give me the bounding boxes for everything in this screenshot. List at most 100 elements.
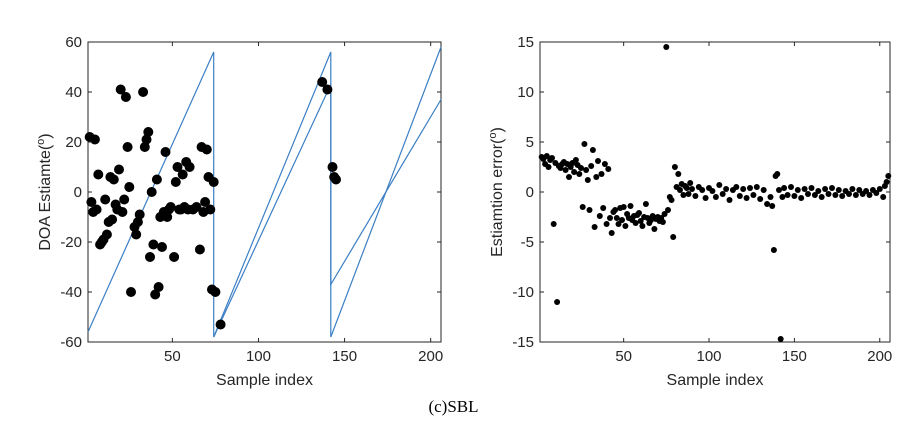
data-point <box>808 185 815 191</box>
data-point <box>747 185 753 191</box>
data-point <box>788 184 794 190</box>
y-tick-label: -5 <box>521 234 534 251</box>
data-point <box>119 194 130 205</box>
data-point <box>117 207 128 217</box>
data-point <box>636 210 642 216</box>
data-point <box>863 188 870 194</box>
y-tick-label: 15 <box>517 34 534 51</box>
data-point <box>764 201 771 207</box>
data-point <box>668 197 675 203</box>
data-point <box>743 195 750 201</box>
data-point <box>873 190 880 196</box>
data-point <box>822 186 829 192</box>
x-tick-label: 50 <box>615 348 632 365</box>
data-point <box>770 247 777 253</box>
data-point <box>165 202 176 212</box>
data-point <box>777 336 784 342</box>
y-tick-label: 5 <box>526 134 534 151</box>
data-point <box>184 162 195 172</box>
data-point <box>723 186 730 192</box>
data-point <box>866 192 873 198</box>
data-point <box>596 213 603 219</box>
data-point <box>699 187 706 193</box>
data-point <box>612 207 619 213</box>
y-tick-label: -10 <box>512 284 534 301</box>
data-point <box>805 191 811 197</box>
data-point <box>779 194 786 200</box>
data-point <box>736 193 743 199</box>
data-point <box>712 194 719 200</box>
data-point <box>689 186 695 192</box>
data-point <box>583 167 590 173</box>
y-tick-label: -40 <box>60 284 82 301</box>
data-point <box>677 187 683 193</box>
data-point <box>760 187 767 193</box>
data-point <box>145 252 155 262</box>
data-point <box>134 209 145 220</box>
data-point <box>562 167 569 173</box>
x-tick-label: 200 <box>418 348 443 365</box>
data-point <box>651 226 658 232</box>
y-axis-label: Estiamtion error(o) <box>487 127 506 257</box>
data-point <box>835 187 842 193</box>
data-point <box>876 186 883 192</box>
data-point <box>201 144 212 155</box>
data-point <box>208 177 219 187</box>
x-tick-label: 100 <box>697 348 722 365</box>
data-point <box>815 188 822 194</box>
data-point <box>781 185 788 191</box>
data-point <box>846 191 852 197</box>
data-point <box>856 187 863 193</box>
data-point <box>683 185 690 191</box>
estimation-error-chart: 50 100 150 200 -15 -10 -5 0 5 10 15 Sample index Est… <box>487 34 892 389</box>
doa-estimate-chart: 50 100 150 200 -60 -40 -20 0 20 40 60 Sample index D… <box>35 34 443 389</box>
data-point <box>607 215 613 221</box>
data-point <box>200 197 211 207</box>
data-point <box>143 127 154 137</box>
data-point <box>571 169 578 175</box>
data-point <box>588 163 595 169</box>
true-doa-line-1 <box>213 84 442 338</box>
data-point <box>101 229 112 240</box>
x-axis-label: Sample index <box>216 372 313 389</box>
data-point <box>566 174 572 180</box>
data-point <box>769 203 776 209</box>
data-point <box>661 211 668 217</box>
data-point <box>639 223 646 229</box>
data-point <box>750 192 757 198</box>
data-point <box>774 171 781 177</box>
data-point <box>108 174 119 185</box>
data-point <box>86 197 97 207</box>
data-point <box>852 192 859 198</box>
data-point <box>726 197 733 203</box>
data-point <box>687 180 694 186</box>
data-point <box>665 207 671 213</box>
x-tick-label: 100 <box>246 348 271 365</box>
data-point <box>584 177 591 183</box>
data-point <box>572 157 579 163</box>
true-doa-line-0 <box>87 46 442 338</box>
figure-caption: (c)SBL <box>428 397 479 416</box>
data-point <box>153 282 164 292</box>
data-point <box>576 171 583 177</box>
data-point <box>613 215 620 221</box>
data-point <box>151 174 162 185</box>
data-point <box>839 193 846 199</box>
data-point <box>170 177 181 187</box>
data-point <box>685 191 692 197</box>
y-tick-label: 10 <box>517 84 534 101</box>
data-point <box>767 194 774 200</box>
data-point <box>595 158 601 164</box>
data-point <box>794 187 801 193</box>
data-point <box>120 92 131 102</box>
data-point <box>832 192 839 198</box>
data-point <box>849 186 856 192</box>
data-point <box>605 166 612 172</box>
data-point <box>675 171 682 177</box>
data-point <box>157 242 167 252</box>
data-point <box>702 195 709 201</box>
data-point <box>601 161 608 167</box>
data-point <box>169 252 180 262</box>
data-point <box>598 171 605 177</box>
data-point <box>680 192 687 198</box>
